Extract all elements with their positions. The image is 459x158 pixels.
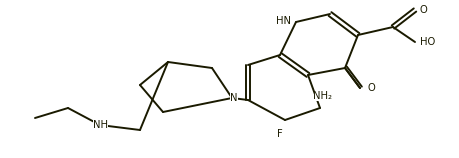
Text: NH: NH xyxy=(93,120,107,130)
Text: N: N xyxy=(230,93,238,103)
Text: HN: HN xyxy=(276,16,291,26)
Text: NH₂: NH₂ xyxy=(313,91,332,101)
Text: O: O xyxy=(420,5,428,15)
Text: F: F xyxy=(277,129,283,139)
Text: HO: HO xyxy=(420,37,435,47)
Text: O: O xyxy=(368,83,376,93)
